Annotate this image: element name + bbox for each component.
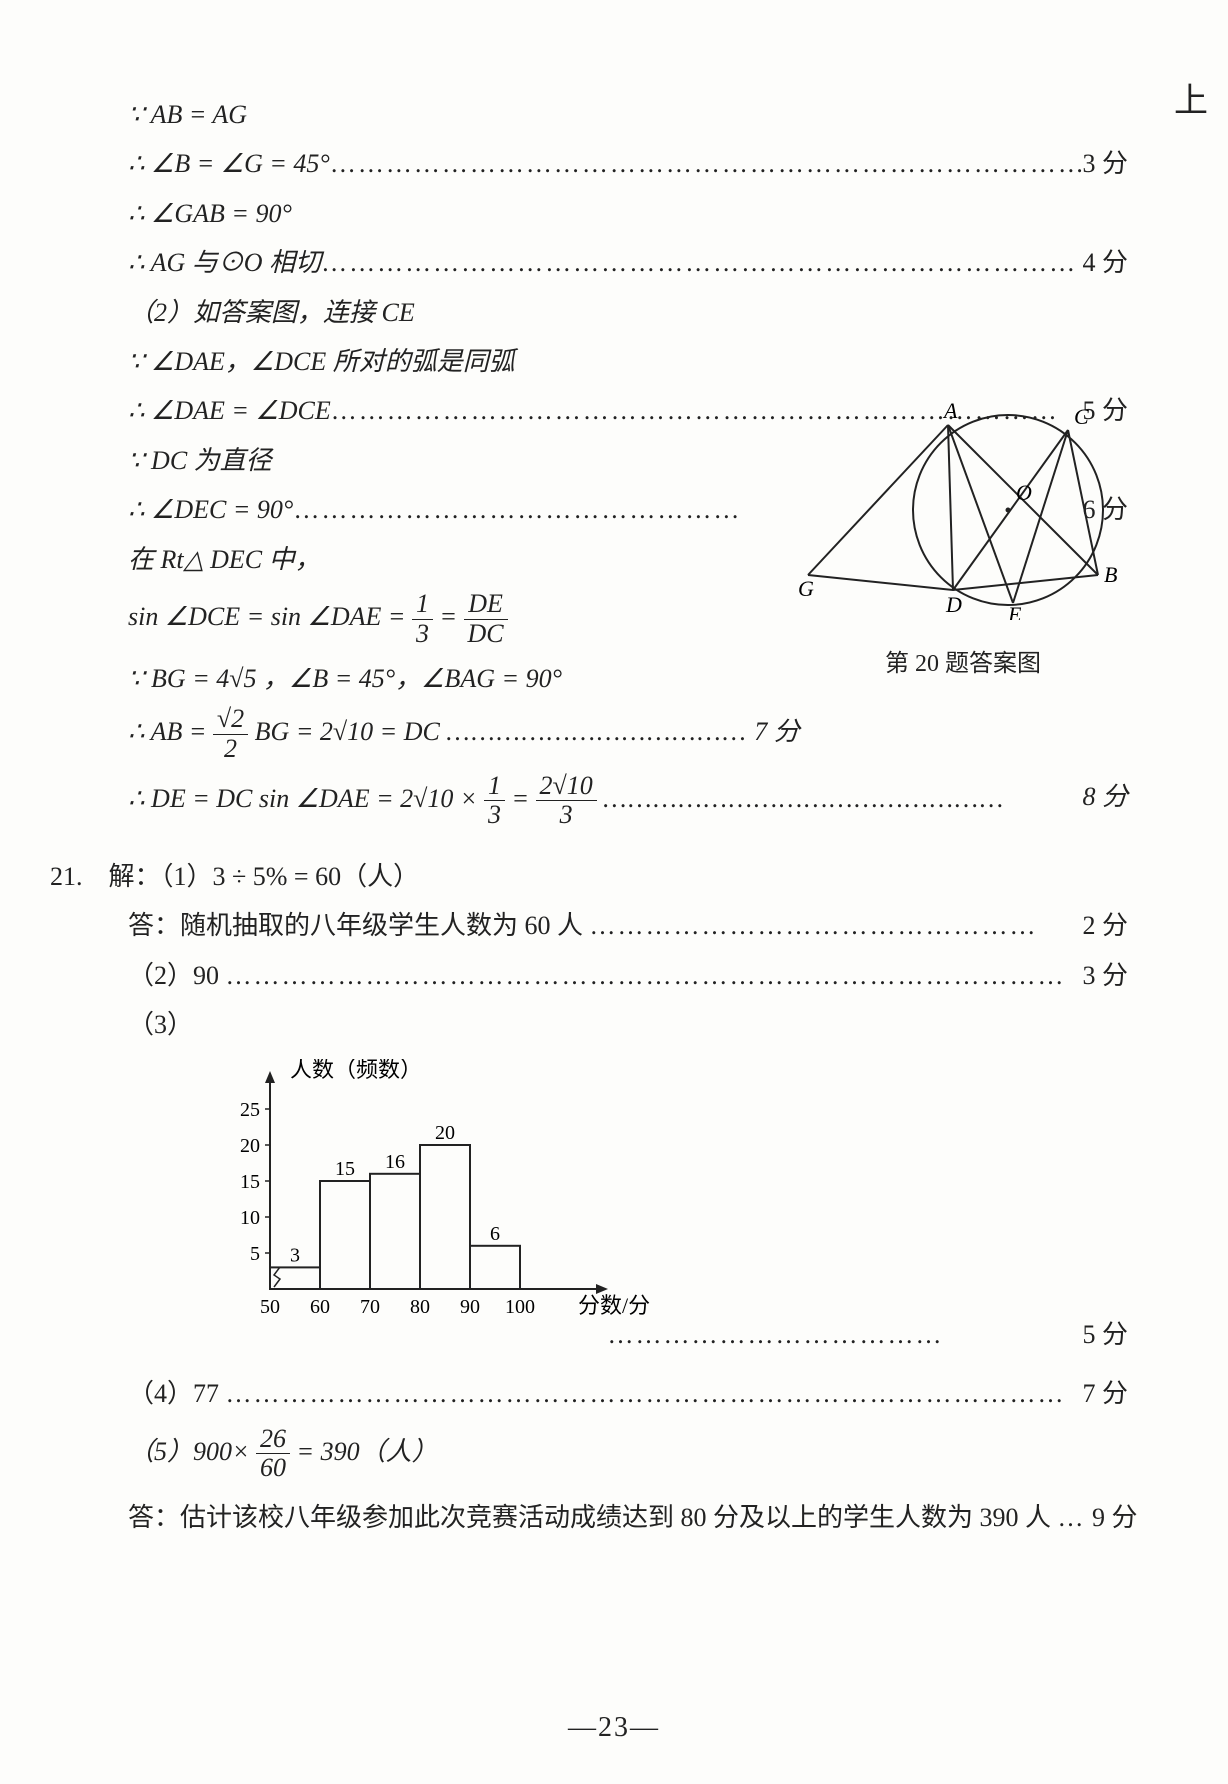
chart-svg: 252015105人数（频数）315162065060708090100分数/分 bbox=[180, 1059, 740, 1339]
svg-text:10: 10 bbox=[240, 1207, 260, 1229]
text: （2）90 bbox=[128, 961, 219, 990]
label-C: C bbox=[1074, 404, 1089, 429]
score: 7 分 bbox=[754, 718, 800, 747]
label-D: D bbox=[945, 592, 962, 617]
score: 7 分 bbox=[1082, 1369, 1128, 1418]
q21-p2: （2）90 ……………………………………………………………………………… 3 分 bbox=[100, 951, 1128, 1000]
label-B: B bbox=[1104, 562, 1117, 587]
svg-text:5: 5 bbox=[250, 1243, 260, 1265]
sin-prefix: sin ∠DCE = sin ∠DAE = bbox=[128, 602, 405, 631]
frac-num: 2√10 bbox=[536, 772, 597, 802]
dots: … bbox=[1058, 1503, 1086, 1532]
dots: ……………………………… bbox=[608, 1320, 944, 1349]
q21-header: 21. 解：（1）3 ÷ 5% = 60（人） bbox=[50, 852, 1128, 901]
frac-num: √2 bbox=[213, 705, 248, 735]
svg-text:16: 16 bbox=[385, 1151, 405, 1173]
svg-text:人数（频数）: 人数（频数） bbox=[290, 1059, 422, 1082]
q21-p3: （3） bbox=[100, 1000, 1128, 1049]
eq: = bbox=[511, 784, 529, 813]
de-line: ∴ DE = DC sin ∠DAE = 2√10 × 13 = 2√103 …… bbox=[100, 772, 1128, 830]
margin-mark: 上 bbox=[1174, 70, 1208, 135]
svg-text:20: 20 bbox=[435, 1122, 455, 1144]
q21-p5: （5）900× 2660 = 390（人） bbox=[100, 1425, 1128, 1483]
frac-den: 3 bbox=[412, 620, 433, 649]
dots: ……………………………………………………………………………… bbox=[226, 961, 1066, 990]
ab-prefix: ∴ AB = bbox=[128, 718, 206, 747]
label-G: G bbox=[798, 576, 814, 601]
q21-ans1: 答：随机抽取的八年级学生人数为 60 人 ………………………………………… 2 … bbox=[100, 901, 1128, 950]
geometry-figure: A C B D E G O 第 20 题答案图 bbox=[798, 400, 1128, 688]
text: （4）77 bbox=[128, 1379, 219, 1408]
score: 9 分 bbox=[1092, 1503, 1138, 1532]
de-prefix: ∴ DE = DC sin ∠DAE = 2√10 × bbox=[128, 784, 477, 813]
svg-text:15: 15 bbox=[240, 1171, 260, 1193]
svg-text:20: 20 bbox=[240, 1135, 260, 1157]
q21-p3-score: x ……………………………… 5 分 bbox=[100, 1310, 1128, 1359]
eq: = bbox=[439, 602, 457, 631]
svg-text:25: 25 bbox=[240, 1099, 260, 1121]
svg-text:6: 6 bbox=[490, 1223, 500, 1245]
score: 5 分 bbox=[1082, 1310, 1128, 1359]
score: 8 分 bbox=[1082, 772, 1128, 821]
label-E: E bbox=[1007, 602, 1022, 620]
q21-ans5: 答：估计该校八年级参加此次竞赛活动成绩达到 80 分及以上的学生人数为 390 … bbox=[100, 1493, 1128, 1542]
dots: ……………………………………………………………………………… bbox=[226, 1379, 1066, 1408]
ab-mid: BG = 2√10 = DC bbox=[255, 718, 440, 747]
frac-den: DC bbox=[464, 620, 508, 649]
page: 上 ∵ AB = AG∴ ∠B = ∠G = 45°……………………………………… bbox=[0, 0, 1228, 1784]
frac-den: 3 bbox=[536, 801, 597, 830]
p5-suffix: = 390（人） bbox=[297, 1437, 438, 1466]
frac-num: DE bbox=[464, 590, 508, 620]
score: 2 分 bbox=[1082, 901, 1128, 950]
q21-p4: （4）77 ……………………………………………………………………………… 7 分 bbox=[100, 1369, 1128, 1418]
page-number: —23— bbox=[0, 1701, 1228, 1754]
frac-den: 3 bbox=[484, 801, 505, 830]
svg-text:15: 15 bbox=[335, 1158, 355, 1180]
svg-text:3: 3 bbox=[290, 1245, 300, 1267]
ans-text: 答：随机抽取的八年级学生人数为 60 人 bbox=[128, 911, 583, 940]
dots: ………………………………………… bbox=[603, 784, 1005, 813]
frac-num: 1 bbox=[412, 590, 433, 620]
ans-text: 答：估计该校八年级参加此次竞赛活动成绩达到 80 分及以上的学生人数为 390 … bbox=[128, 1503, 1051, 1532]
label-O: O bbox=[1016, 480, 1032, 505]
frac-den: 60 bbox=[256, 1454, 290, 1483]
dots: ……………………………… bbox=[446, 718, 747, 747]
ab-line: ∴ AB = √22 BG = 2√10 = DC ……………………………… 7… bbox=[100, 705, 1128, 763]
frac-num: 26 bbox=[256, 1425, 290, 1455]
dots: ………………………………………… bbox=[590, 911, 1038, 940]
score: 3 分 bbox=[1082, 951, 1128, 1000]
label-A: A bbox=[942, 400, 958, 423]
figure-svg: A C B D E G O bbox=[798, 400, 1128, 620]
figure-caption: 第 20 题答案图 bbox=[798, 642, 1128, 688]
frac-num: 1 bbox=[484, 772, 505, 802]
frac-den: 2 bbox=[213, 735, 248, 764]
p5-prefix: （5）900× bbox=[128, 1437, 250, 1466]
